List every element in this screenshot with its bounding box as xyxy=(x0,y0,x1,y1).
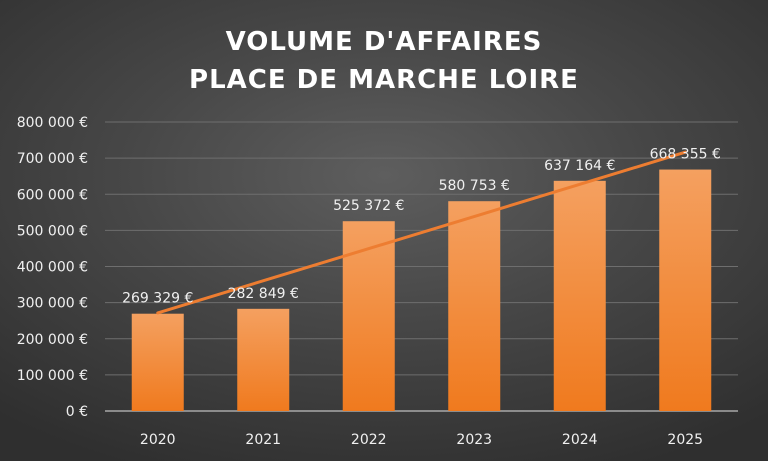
bar xyxy=(553,180,606,411)
y-tick-label: 800 000 € xyxy=(17,115,88,131)
x-tick-label: 2024 xyxy=(562,432,598,448)
data-label: 637 164 € xyxy=(544,158,615,174)
y-tick-label: 300 000 € xyxy=(17,296,88,312)
data-label: 269 329 € xyxy=(122,291,193,307)
trendline xyxy=(156,150,687,315)
x-tick-label: 2022 xyxy=(351,432,387,448)
y-tick-label: 0 € xyxy=(66,404,88,420)
x-tick-label: 2020 xyxy=(140,432,176,448)
bar xyxy=(237,308,290,411)
data-label: 282 849 € xyxy=(228,286,299,302)
chart-title-line-1: VOLUME D'AFFAIRES xyxy=(226,27,543,57)
bar xyxy=(131,313,184,411)
x-tick-label: 2021 xyxy=(245,432,281,448)
data-label: 580 753 € xyxy=(439,178,510,194)
y-tick-label: 400 000 € xyxy=(17,260,88,276)
y-tick-label: 500 000 € xyxy=(17,223,88,239)
x-tick-label: 2023 xyxy=(456,432,492,448)
y-tick-label: 200 000 € xyxy=(17,332,88,348)
bars xyxy=(131,169,712,411)
bar xyxy=(448,201,501,411)
y-tick-label: 700 000 € xyxy=(17,151,88,167)
x-tick-label: 2025 xyxy=(667,432,703,448)
trendline-group xyxy=(156,150,687,315)
y-tick-label: 600 000 € xyxy=(17,187,88,203)
data-label: 525 372 € xyxy=(333,198,404,214)
labels: 0 € 100 000 € 200 000 € 300 000 € 400 000 € 5… xyxy=(17,115,721,448)
data-label: 668 355 € xyxy=(650,147,721,163)
y-tick-label: 100 000 € xyxy=(17,368,88,384)
bar xyxy=(659,169,712,411)
chart-title-line-2: PLACE DE MARCHE LOIRE xyxy=(189,65,579,95)
gridlines xyxy=(105,121,738,412)
